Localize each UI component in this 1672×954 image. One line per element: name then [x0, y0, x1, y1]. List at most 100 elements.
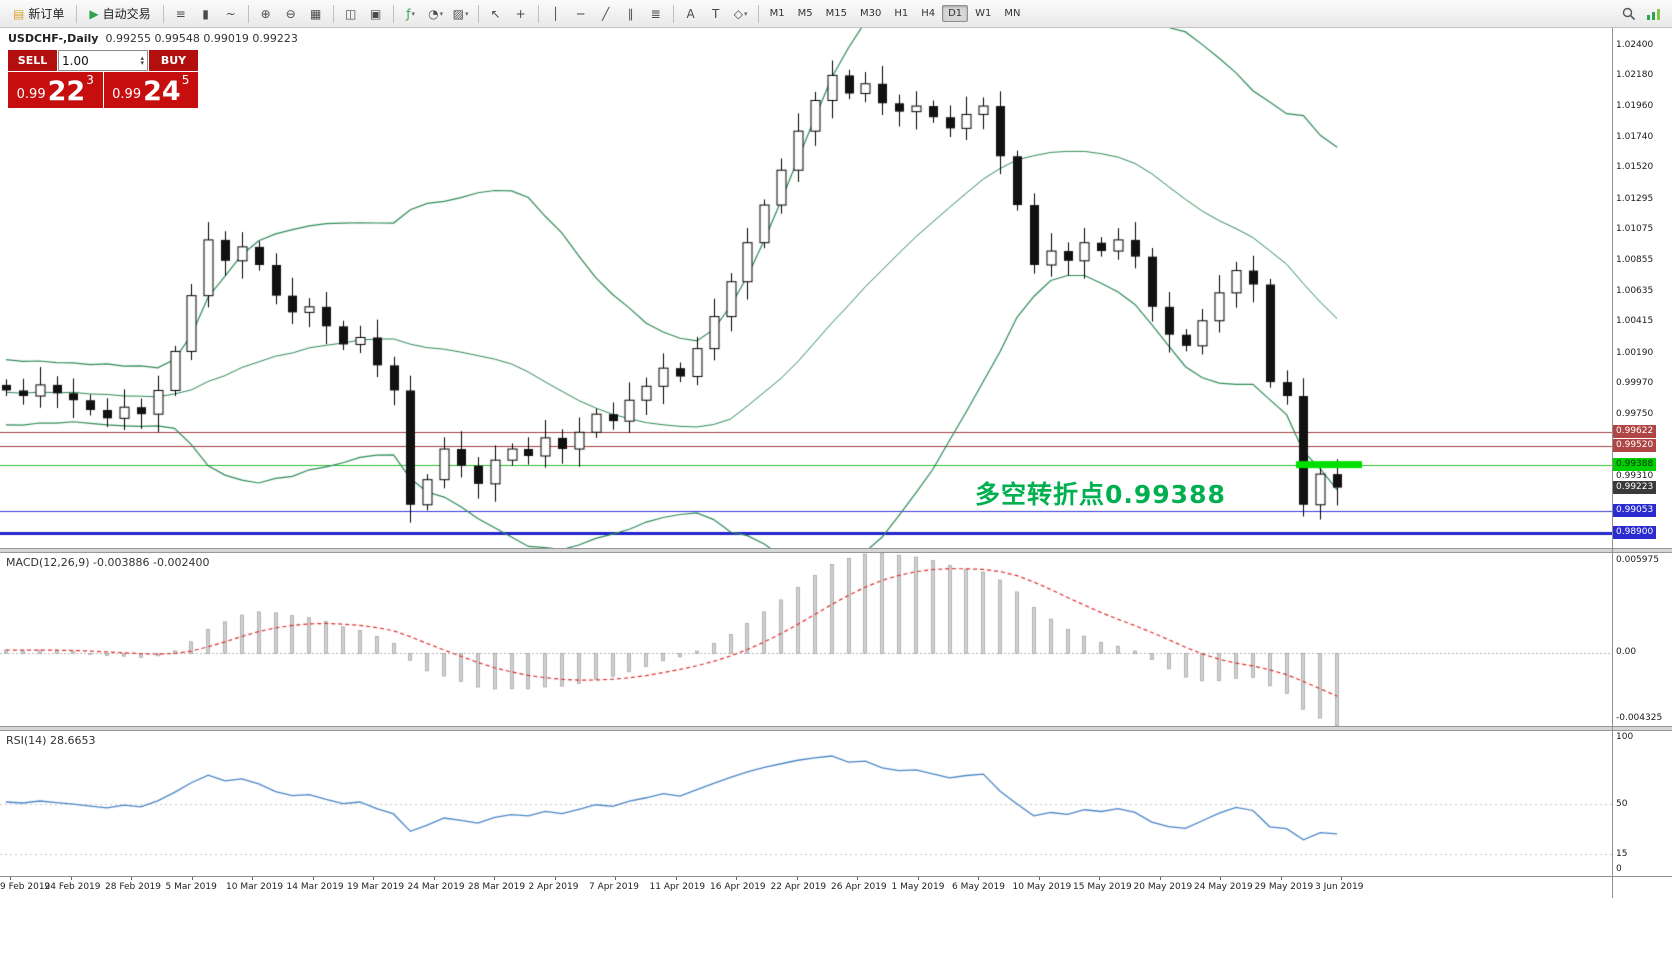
volume-spinner[interactable]: ▴ ▾	[140, 53, 144, 67]
buy-button[interactable]: BUY	[149, 50, 198, 71]
timeframe-mn[interactable]: MN	[1004, 8, 1021, 19]
timeframe-m5[interactable]: M5	[797, 8, 813, 19]
rsi-canvas[interactable]	[0, 731, 1612, 876]
templates-icon[interactable]: ▨ ▾	[449, 3, 473, 25]
chevron-down-icon: ▾	[465, 9, 469, 18]
channel-icon: ∥	[627, 6, 634, 21]
price-axis-label: 1.01520	[1616, 162, 1654, 173]
chart-window: USDCHF-,Daily 0.99255 0.99548 0.99019 0.…	[0, 28, 1672, 954]
sell-price-sup: 3	[86, 73, 94, 87]
new-order-button[interactable]: ▤ 新订单	[6, 2, 71, 25]
date-tick	[313, 877, 314, 880]
date-axis-label: 16 Apr 2019	[710, 882, 766, 892]
text-icon[interactable]: A	[679, 3, 703, 25]
price-axis-label: 1.01960	[1616, 101, 1654, 112]
one-click-trading-panel: SELL 1.00 ▴ ▾ BUY 0.99 22 3 0	[8, 50, 198, 108]
price-axis[interactable]: 1.02400 1.02180 1.01960 1.01740 1.01520 1.012…	[1612, 28, 1672, 548]
date-tick	[10, 877, 11, 880]
line-chart-icon[interactable]: ~	[219, 3, 243, 25]
line-chart-icon: ~	[225, 6, 236, 21]
crosshair-icon[interactable]: +	[509, 3, 533, 25]
zoom-in-icon[interactable]: ⊕	[254, 3, 278, 25]
autotrading-button[interactable]: ▶ 自动交易	[82, 2, 157, 25]
timeframe-m15[interactable]: M15	[825, 8, 847, 19]
bar-chart-icon[interactable]: ≡	[169, 3, 193, 25]
price-level-label: 0.98900	[1613, 525, 1657, 539]
date-tick	[373, 877, 374, 880]
buy-price-tile[interactable]: 0.99 24 5	[103, 72, 198, 108]
rsi-panel: RSI(14) 28.6653 100 50 15 0	[0, 731, 1672, 876]
timeframe-m1[interactable]: M1	[769, 8, 785, 19]
rsi-axis[interactable]: 100 50 15 0	[1612, 731, 1672, 876]
date-tick	[494, 877, 495, 880]
new-order-icon: ▤	[13, 6, 25, 21]
grid-icon[interactable]: ▦	[304, 3, 328, 25]
panel-separator[interactable]	[0, 726, 1672, 731]
auto-arrange-icon[interactable]: ▣	[364, 3, 388, 25]
macd-axis[interactable]: 0.005975 0.00 -0.004325	[1612, 553, 1672, 726]
symbol-title: USDCHF-,Daily	[8, 32, 99, 45]
date-tick	[615, 877, 616, 880]
vertical-line-icon[interactable]: │	[544, 3, 568, 25]
timeframe-h1[interactable]: H1	[894, 8, 909, 19]
text-label-icon: T	[711, 6, 720, 21]
text-label-icon[interactable]: T	[704, 3, 728, 25]
date-tick	[1341, 877, 1342, 880]
sell-price-small: 0.99	[16, 87, 46, 102]
indicators-icon: ƒ	[406, 6, 411, 21]
toolbar-separator	[332, 4, 334, 23]
horizontal-line-icon[interactable]: ─	[569, 3, 593, 25]
toolbar-separator	[392, 4, 394, 23]
zoom-out-icon[interactable]: ⊖	[279, 3, 303, 25]
main-chart-canvas[interactable]	[0, 28, 1612, 548]
tile-windows-icon[interactable]: ◫	[339, 3, 363, 25]
spin-up-icon[interactable]: ▴	[140, 53, 144, 62]
channel-icon[interactable]: ∥	[619, 3, 643, 25]
candlestick-chart-icon[interactable]: ▮	[194, 3, 218, 25]
toolbar-separator	[537, 4, 539, 23]
shapes-icon[interactable]: ◇ ▾	[729, 3, 753, 25]
date-axis-label: 19 Mar 2019	[347, 882, 405, 892]
sell-button[interactable]: SELL	[8, 50, 57, 71]
price-level-label: 0.99520	[1613, 439, 1657, 453]
macd-canvas[interactable]	[0, 553, 1612, 726]
trendline-icon[interactable]: ╱	[594, 3, 618, 25]
main-chart-panel: USDCHF-,Daily 0.99255 0.99548 0.99019 0.…	[0, 28, 1672, 548]
ohlc-readout: 0.99255 0.99548 0.99019 0.99223	[105, 32, 298, 45]
periods-icon[interactable]: ◔ ▾	[424, 3, 448, 25]
panel-separator[interactable]	[0, 548, 1672, 553]
cursor-icon[interactable]: ↖	[484, 3, 508, 25]
date-axis[interactable]: 9 Feb 2019 24 Feb 2019 28 Feb 2019 5 Mar 20…	[0, 876, 1672, 899]
volume-input[interactable]: 1.00 ▴ ▾	[58, 50, 148, 71]
macd-title: MACD(12,26,9) -0.003886 -0.002400	[6, 556, 209, 569]
connection-icon[interactable]	[1642, 3, 1666, 25]
date-axis-label: 7 Apr 2019	[589, 882, 639, 892]
date-axis-label: 22 Apr 2019	[770, 882, 827, 892]
date-tick	[797, 877, 798, 880]
price-axis-border	[1612, 28, 1613, 898]
price-axis-label: 1.00855	[1616, 255, 1654, 266]
rsi-title: RSI(14) 28.6653	[6, 734, 95, 747]
date-axis-label: 1 May 2019	[891, 882, 945, 892]
sell-price-big: 22	[47, 76, 86, 107]
timeframe-d1[interactable]: D1	[942, 5, 969, 22]
buy-price-sup: 5	[181, 73, 190, 87]
pivot-annotation: 多空转折点0.99388	[975, 480, 1226, 509]
spin-down-icon[interactable]: ▾	[140, 58, 144, 67]
sell-price-tile[interactable]: 0.99 22 3	[8, 72, 103, 108]
price-axis-label: 0.99750	[1616, 409, 1654, 420]
timeframe-w1[interactable]: W1	[975, 8, 992, 19]
timeframe-m30[interactable]: M30	[859, 8, 882, 19]
search-icon[interactable]	[1617, 3, 1641, 25]
date-tick	[1281, 877, 1282, 880]
fibonacci-icon[interactable]: ≣	[644, 3, 668, 25]
date-axis-label: 28 Feb 2019	[105, 882, 162, 892]
timeframe-h4[interactable]: H4	[921, 8, 936, 19]
date-tick	[736, 877, 737, 880]
rsi-axis-label: 0	[1616, 864, 1622, 874]
templates-icon: ▨	[452, 6, 465, 21]
date-tick	[1220, 877, 1221, 880]
macd-values: -0.003886 -0.002400	[93, 556, 210, 569]
indicators-icon[interactable]: ƒ ▾	[399, 3, 423, 25]
macd-axis-label: 0.005975	[1616, 555, 1659, 565]
